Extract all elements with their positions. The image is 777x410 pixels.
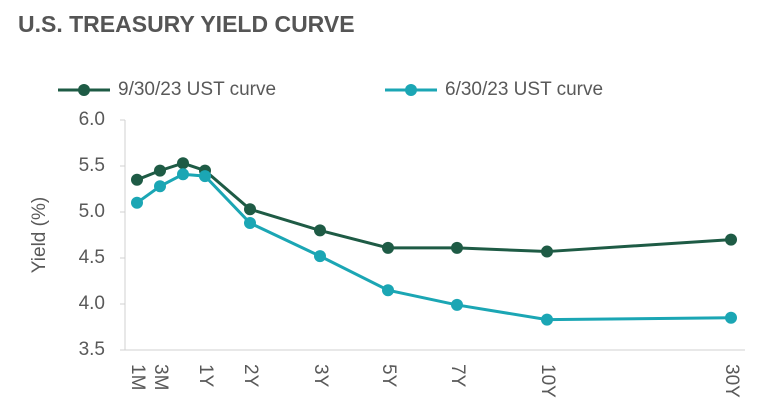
y-tick-label: 5.5: [79, 155, 105, 176]
y-tick-label: 4.5: [79, 247, 105, 268]
series-point: [314, 250, 326, 263]
y-tick-label: 4.0: [79, 293, 105, 314]
legend-label: 6/30/23 UST curve: [445, 79, 603, 100]
x-tick-label: 1Y: [195, 364, 216, 388]
series-point: [451, 298, 463, 311]
x-tick-label: 3M: [150, 364, 171, 390]
y-tick-label: 5.0: [79, 201, 105, 222]
legend-marker: [405, 84, 417, 96]
x-tick-label: 1M: [127, 364, 148, 390]
series-point: [131, 173, 143, 186]
x-tick-label: 3Y: [310, 364, 331, 388]
series-point: [314, 224, 326, 237]
x-tick-label: 2Y: [240, 364, 261, 388]
series-point: [541, 313, 553, 326]
legend-marker: [78, 84, 90, 96]
y-axis-label: Yield (%): [29, 197, 50, 273]
series-point: [131, 196, 143, 209]
y-tick-label: 3.5: [79, 339, 105, 360]
series-point: [382, 284, 394, 297]
series-line: [136, 161, 732, 254]
series-point: [177, 168, 189, 181]
series-point: [725, 311, 737, 324]
x-tick-label: 7Y: [447, 364, 468, 388]
series-line: [136, 172, 732, 322]
series-point: [541, 245, 553, 258]
chart-title: U.S. TREASURY YIELD CURVE: [18, 11, 355, 37]
legend-label: 9/30/23 UST curve: [118, 79, 276, 100]
x-tick-label: 30Y: [721, 364, 742, 398]
series-point: [382, 241, 394, 254]
series-point: [199, 170, 211, 183]
series-point: [725, 233, 737, 246]
series-point: [244, 217, 256, 230]
y-tick-label: 6.0: [79, 109, 105, 130]
series-point: [451, 241, 463, 254]
series-point: [154, 164, 166, 177]
x-tick-label: 5Y: [378, 364, 399, 388]
series-point: [177, 157, 189, 170]
x-tick-label: 10Y: [537, 364, 558, 398]
series-point: [154, 180, 166, 193]
series-point: [244, 203, 256, 216]
